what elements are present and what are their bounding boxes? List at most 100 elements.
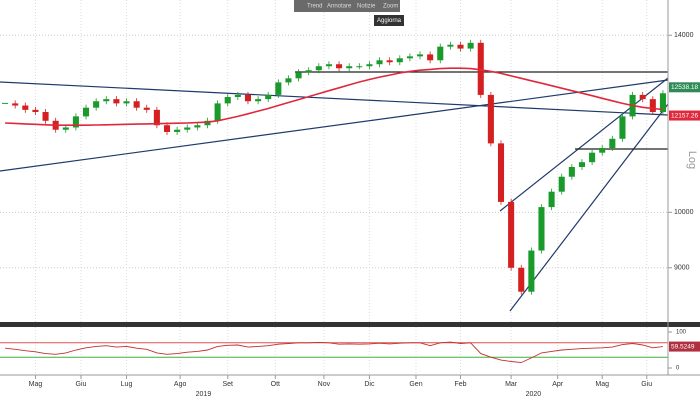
candle	[113, 99, 120, 104]
candle	[133, 101, 140, 108]
candle	[275, 82, 282, 95]
x-tick-label: Apr	[552, 381, 564, 388]
candle	[548, 191, 555, 208]
year-label: 2020	[526, 391, 542, 398]
candle	[265, 94, 272, 100]
candle	[305, 70, 312, 73]
candle	[72, 116, 79, 128]
y-tick-label: 0	[676, 366, 680, 372]
trendline	[0, 79, 669, 172]
candle	[558, 176, 565, 192]
refresh-button[interactable]	[374, 15, 404, 26]
candle	[528, 250, 535, 292]
candle	[184, 127, 191, 130]
candle	[619, 116, 626, 139]
candle	[437, 46, 444, 61]
x-tick-label: Giu	[641, 381, 652, 388]
candle	[123, 101, 130, 104]
candle	[143, 107, 150, 110]
candle	[376, 60, 383, 65]
x-tick-label: Lug	[121, 381, 133, 388]
candle	[163, 125, 171, 132]
grid	[0, 0, 668, 375]
x-tick-label: Mag	[29, 381, 43, 388]
candle	[386, 60, 393, 63]
trendline	[0, 81, 669, 116]
candle	[244, 94, 252, 102]
candle	[224, 97, 231, 104]
candle	[255, 99, 262, 102]
candle	[153, 109, 160, 126]
toolbar-button[interactable]: Trend	[307, 4, 322, 10]
scale-label: Log	[686, 151, 698, 169]
x-tick-label: Ott	[271, 381, 280, 388]
candle	[639, 94, 646, 100]
candle	[336, 64, 343, 69]
y-tick-label: 10000	[674, 209, 694, 216]
candle	[234, 94, 241, 98]
candle	[538, 207, 545, 251]
candle	[22, 105, 29, 110]
candle	[487, 94, 494, 144]
candle	[609, 138, 616, 149]
year-label: 2019	[196, 391, 212, 398]
candle	[467, 42, 474, 49]
panel-divider	[0, 322, 700, 327]
candle	[406, 56, 413, 59]
candle	[447, 44, 454, 47]
candle	[396, 58, 403, 63]
candle	[427, 54, 434, 61]
x-tick-label: Dic	[364, 381, 375, 388]
trendline	[499, 77, 669, 212]
candle	[356, 66, 363, 68]
candle	[366, 64, 373, 67]
candle	[285, 78, 292, 83]
y-tick-label: 14000	[674, 32, 694, 39]
candle	[649, 99, 656, 113]
value-label: 12538.18	[671, 84, 698, 91]
candle	[457, 44, 464, 49]
candle	[204, 120, 211, 126]
y-tick-label: 9000	[674, 265, 690, 272]
candle	[659, 93, 666, 113]
value-label: 59.5249	[671, 343, 695, 350]
value-label: 12157.26	[671, 112, 698, 119]
trendlines	[0, 71, 669, 312]
candle	[103, 99, 110, 102]
x-tick-label: Gen	[409, 381, 422, 388]
candle	[12, 103, 19, 106]
candle	[416, 54, 424, 57]
toolbar: Trend Annotare Notizie Zoom Aggiorna	[294, 0, 404, 26]
candle	[315, 66, 322, 71]
candle	[32, 109, 39, 113]
candle	[62, 127, 69, 130]
x-tick-label: Mar	[505, 381, 518, 388]
candle	[42, 112, 49, 121]
value-label-box	[669, 341, 700, 352]
candle	[194, 125, 201, 128]
toolbar-button[interactable]: Notizie	[357, 4, 376, 10]
candle	[174, 129, 181, 132]
x-tick-label: Mag	[595, 381, 609, 388]
candle	[477, 42, 484, 95]
rsi-line	[5, 341, 663, 364]
toolbar-button[interactable]: Zoom	[383, 4, 398, 10]
candle	[325, 64, 332, 67]
plot	[0, 39, 668, 364]
candle	[497, 143, 505, 202]
candle	[82, 107, 90, 117]
toolbar-bg	[294, 0, 400, 12]
candle	[589, 152, 596, 163]
candle	[599, 148, 606, 153]
moving-average	[5, 67, 663, 126]
candle	[214, 103, 221, 121]
x-tick-label: Nov	[318, 381, 331, 388]
x-tick-label: Giu	[76, 381, 87, 388]
candle	[295, 72, 302, 79]
toolbar-button[interactable]: Annotare	[327, 4, 352, 10]
candle	[508, 201, 515, 268]
candle	[578, 162, 586, 167]
refresh-label[interactable]: Aggiorna	[377, 18, 402, 24]
x-tick-label: Feb	[454, 381, 466, 388]
